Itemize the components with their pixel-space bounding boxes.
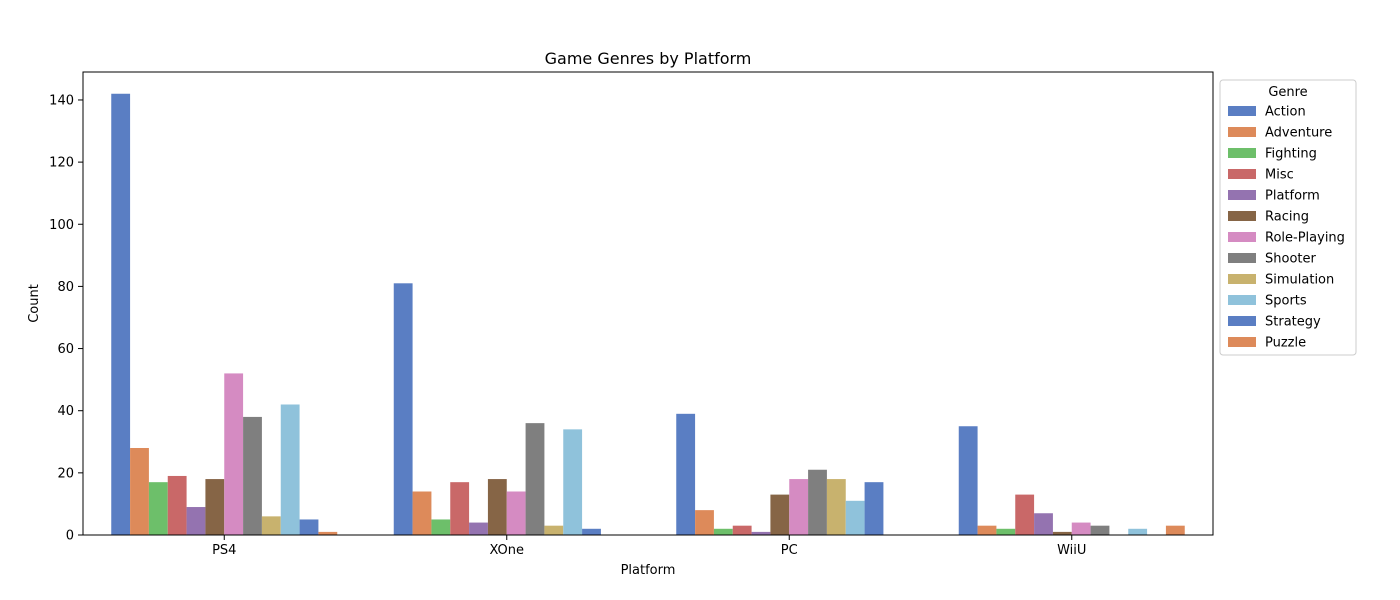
y-tick-label: 20 bbox=[57, 466, 74, 481]
bar bbox=[1034, 513, 1053, 535]
bar bbox=[205, 479, 225, 535]
legend-label: Platform bbox=[1265, 189, 1320, 204]
legend-swatch bbox=[1228, 211, 1256, 221]
bar bbox=[563, 429, 583, 535]
legend-label: Simulation bbox=[1265, 273, 1334, 288]
legend-label: Fighting bbox=[1265, 147, 1317, 162]
bar bbox=[977, 525, 997, 535]
y-tick-label: 0 bbox=[66, 529, 74, 544]
bar bbox=[713, 528, 733, 535]
legend-title: Genre bbox=[1268, 85, 1307, 100]
bar bbox=[469, 522, 488, 535]
bar bbox=[1071, 522, 1091, 535]
bar bbox=[318, 531, 338, 535]
y-tick-label: 120 bbox=[49, 156, 74, 171]
bar bbox=[958, 426, 978, 535]
y-tick-label: 140 bbox=[49, 93, 74, 108]
bar bbox=[431, 519, 451, 535]
legend-label: Racing bbox=[1265, 210, 1309, 225]
legend-label: Sports bbox=[1265, 294, 1307, 309]
legend-swatch bbox=[1228, 337, 1256, 347]
plot-area: 0 20 40 60 80 100 120 140 PS4 XOne PC WiiU bbox=[49, 71, 1214, 558]
bar bbox=[544, 525, 564, 535]
legend-items: Action Adventure Fighting Misc Platform Racin… bbox=[1228, 105, 1345, 351]
bar bbox=[808, 469, 827, 535]
bar bbox=[393, 283, 413, 535]
legend-swatch bbox=[1228, 190, 1256, 200]
bar bbox=[186, 507, 206, 535]
bar bbox=[826, 479, 846, 535]
bar bbox=[111, 93, 131, 535]
bar bbox=[996, 528, 1016, 535]
bar bbox=[280, 404, 300, 535]
x-tick-label: PC bbox=[781, 543, 798, 558]
bar bbox=[1015, 494, 1035, 535]
x-tick-label: WiiU bbox=[1057, 543, 1086, 558]
legend-swatch bbox=[1228, 148, 1256, 158]
y-tick-label: 100 bbox=[49, 218, 74, 233]
bar bbox=[676, 413, 696, 535]
bar bbox=[224, 373, 244, 535]
legend-label: Role-Playing bbox=[1265, 231, 1345, 246]
legend-label: Action bbox=[1265, 105, 1306, 120]
bar bbox=[487, 479, 507, 535]
bar bbox=[148, 482, 168, 535]
y-axis-label: Count bbox=[27, 284, 42, 323]
legend-swatch bbox=[1228, 106, 1256, 116]
legend-swatch bbox=[1228, 232, 1256, 242]
bar bbox=[243, 416, 262, 535]
bar bbox=[1128, 528, 1148, 535]
chart-title: Game Genres by Platform bbox=[545, 49, 752, 68]
legend-swatch bbox=[1228, 127, 1256, 137]
bar bbox=[130, 447, 149, 535]
bar bbox=[1052, 531, 1072, 535]
legend-label: Misc bbox=[1265, 168, 1294, 183]
legend-swatch bbox=[1228, 316, 1256, 326]
legend-swatch bbox=[1228, 295, 1256, 305]
x-tick-label: PS4 bbox=[212, 543, 236, 558]
legend-swatch bbox=[1228, 169, 1256, 179]
bar bbox=[450, 482, 470, 535]
bar bbox=[525, 423, 545, 535]
bar bbox=[732, 525, 752, 535]
x-axis-label: Platform bbox=[621, 563, 676, 578]
bar bbox=[1165, 525, 1185, 535]
bar bbox=[582, 528, 601, 535]
bar bbox=[845, 500, 865, 535]
legend-label: Puzzle bbox=[1265, 336, 1306, 351]
legend-label: Shooter bbox=[1265, 252, 1316, 267]
legend-swatch bbox=[1228, 274, 1256, 284]
bar bbox=[261, 516, 281, 535]
bar bbox=[789, 479, 809, 535]
plot-frame bbox=[82, 71, 1214, 536]
legend-label: Adventure bbox=[1265, 126, 1332, 141]
bar bbox=[770, 494, 790, 535]
bar bbox=[864, 482, 884, 535]
y-tick-label: 60 bbox=[57, 342, 74, 357]
legend: Genre Action Adventure Fighting Misc Platfor… bbox=[1219, 79, 1357, 356]
bar bbox=[751, 531, 771, 535]
bar bbox=[695, 510, 714, 535]
y-tick-label: 40 bbox=[57, 404, 74, 419]
bar bbox=[506, 491, 526, 535]
bar bbox=[412, 491, 432, 535]
bar bbox=[1090, 525, 1110, 535]
bar bbox=[299, 519, 319, 535]
bars bbox=[111, 93, 1185, 535]
bar bbox=[167, 475, 187, 535]
legend-swatch bbox=[1228, 253, 1256, 263]
legend-label: Strategy bbox=[1265, 315, 1321, 330]
y-tick-label: 80 bbox=[57, 280, 74, 295]
x-tick-label: XOne bbox=[489, 543, 524, 558]
